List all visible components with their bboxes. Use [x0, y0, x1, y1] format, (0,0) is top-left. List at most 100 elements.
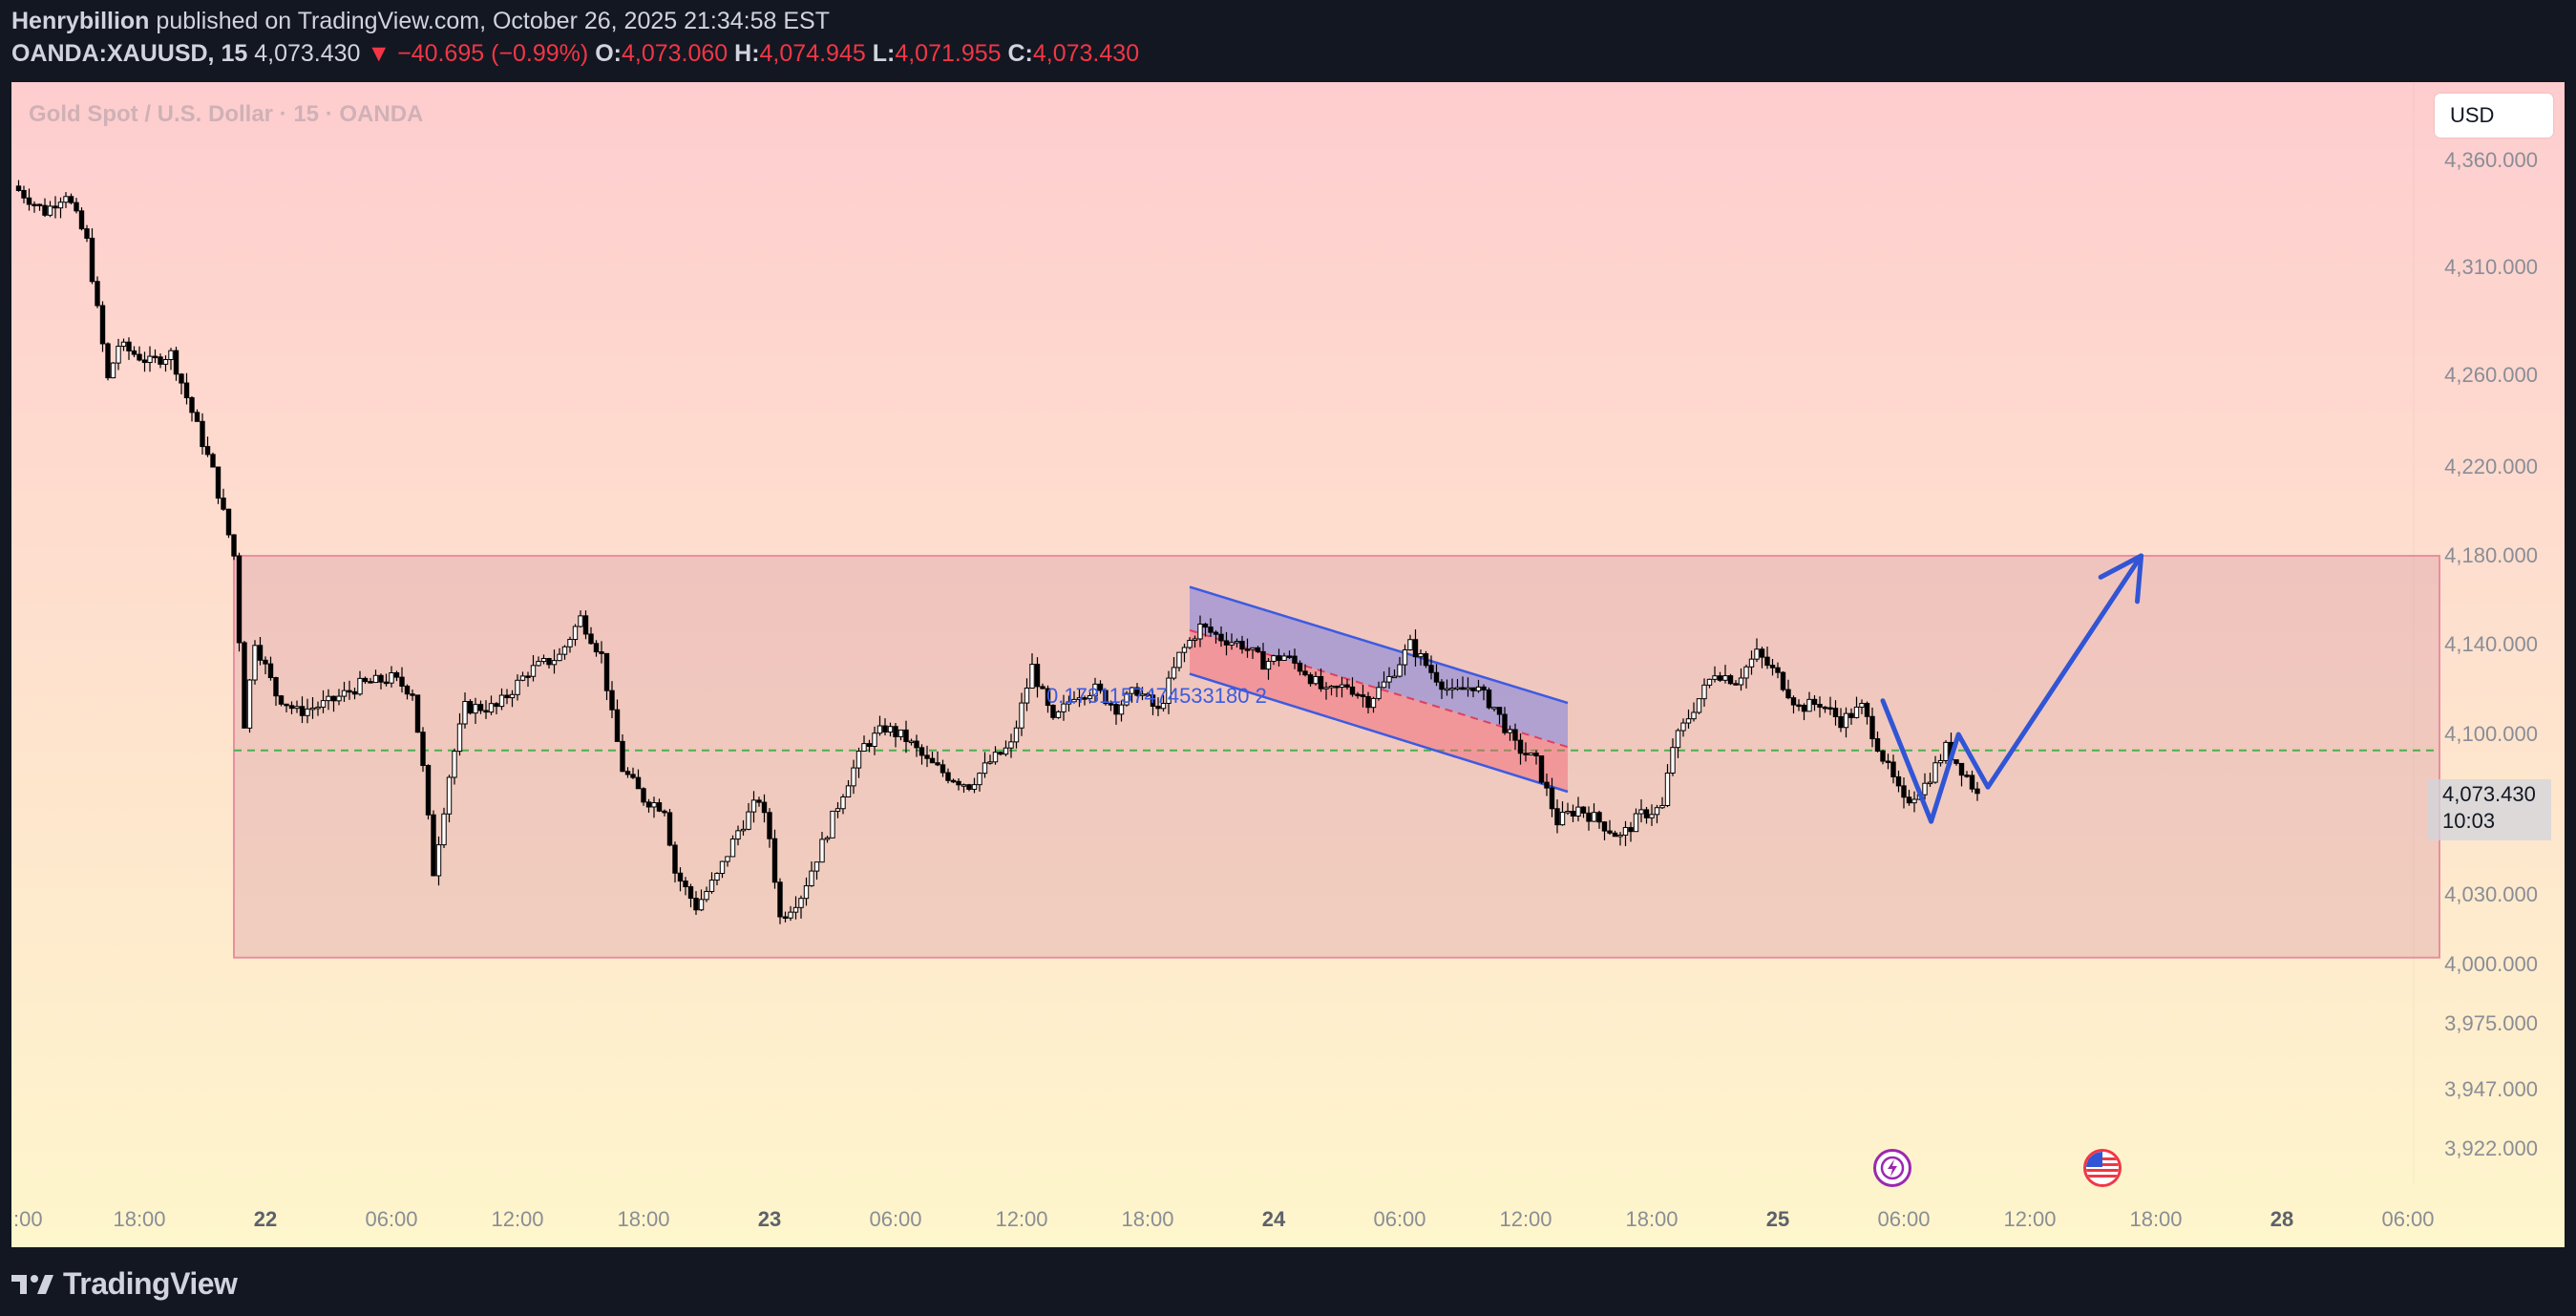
candle-body [1701, 684, 1707, 700]
candle [704, 886, 709, 902]
candle-body [1628, 827, 1634, 833]
candle-body [1670, 747, 1676, 774]
candle [1155, 697, 1161, 716]
candle [89, 228, 95, 285]
candle [242, 641, 247, 729]
candle-body [315, 706, 321, 710]
candle-body [1286, 655, 1293, 658]
candle [1439, 679, 1445, 699]
candle [200, 413, 205, 455]
candle-body [1601, 821, 1608, 832]
candle [1806, 691, 1812, 712]
candle-body [341, 690, 348, 697]
y-tick-label: 4,260.000 [2444, 363, 2538, 387]
x-tick-label: 24 [1262, 1207, 1286, 1231]
candle [1733, 680, 1739, 686]
candle-body [299, 706, 306, 716]
candle-body [1386, 675, 1392, 683]
candle-body [918, 747, 925, 756]
candle-body [1895, 775, 1902, 787]
candle-body [1160, 702, 1167, 710]
candle-body [630, 774, 636, 778]
candle-body [95, 281, 100, 307]
candle [672, 841, 678, 883]
candle [588, 626, 594, 645]
candle-body [887, 726, 894, 733]
candle-body [1444, 688, 1450, 691]
candle [1339, 676, 1345, 698]
candle-body [777, 881, 783, 918]
candle [971, 777, 978, 794]
candle [1481, 684, 1487, 701]
candle [1181, 644, 1188, 663]
candle-body [1145, 693, 1151, 696]
candle [1764, 647, 1770, 669]
candle [1076, 689, 1083, 708]
us-flag-icon[interactable] [2083, 1149, 2122, 1187]
candle [1517, 733, 1524, 765]
candle [116, 338, 121, 371]
candle [309, 697, 316, 719]
candle-body [1922, 782, 1928, 796]
candle-body [204, 446, 211, 456]
tradingview-logo[interactable]: TradingView [11, 1266, 238, 1302]
last-price-tag: 4,073.430 10:03 [2427, 779, 2551, 840]
candle-body [1460, 687, 1466, 690]
candle-body [1843, 712, 1849, 729]
candle [746, 802, 751, 831]
projection-arrow-group [1880, 553, 2144, 824]
currency-selector[interactable]: USD [2435, 94, 2553, 138]
candle [1827, 696, 1833, 715]
candle [1832, 700, 1839, 726]
candle [246, 679, 253, 733]
price-axis[interactable]: 4,360.000 4,310.000 4,260.000 4,220.000 4,18… [2444, 148, 2538, 1160]
candle [105, 342, 111, 381]
candle-body [1885, 760, 1891, 764]
candle-body [462, 701, 468, 725]
candle-body [1418, 653, 1424, 658]
candle [74, 198, 79, 214]
candle [918, 744, 925, 765]
candle [267, 656, 274, 681]
candle-body [750, 799, 757, 813]
candle [1964, 771, 1970, 778]
candle [771, 829, 778, 889]
candle [1727, 673, 1734, 686]
candle-body [168, 350, 174, 361]
candle-body [399, 676, 405, 687]
candle-body [498, 694, 505, 708]
candle-body [1759, 648, 1765, 658]
candle-body [914, 740, 919, 749]
candle-body [1166, 677, 1172, 704]
candle-body [1502, 713, 1508, 733]
candle [1050, 704, 1056, 720]
candle [1176, 651, 1182, 671]
candle [1885, 754, 1891, 770]
candle [110, 362, 116, 379]
candle [1040, 683, 1045, 690]
candle [1470, 687, 1476, 698]
candle-body [425, 765, 432, 816]
candle [1192, 635, 1198, 648]
candle [1428, 655, 1434, 680]
candle [1292, 648, 1298, 669]
candle [1381, 671, 1387, 689]
candle-body [15, 185, 22, 191]
candle-body [504, 694, 510, 699]
candle-body [1748, 658, 1755, 668]
candle-body [578, 615, 583, 627]
candle-body [1244, 648, 1251, 651]
time-axis[interactable]: :00 18:00 22 06:00 12:00 18:00 23 06:00 12:00 18:… [13, 1207, 2435, 1231]
candle [152, 349, 158, 364]
candle-body [803, 885, 810, 900]
candle [1134, 683, 1140, 697]
candle [578, 610, 583, 628]
author-name[interactable]: Henrybillion [11, 8, 150, 34]
flash-icon[interactable] [1873, 1149, 1911, 1187]
candle [1454, 679, 1461, 691]
candle [273, 676, 279, 707]
candle [1890, 754, 1896, 784]
candle-body [1103, 690, 1109, 705]
candle [1423, 650, 1429, 669]
